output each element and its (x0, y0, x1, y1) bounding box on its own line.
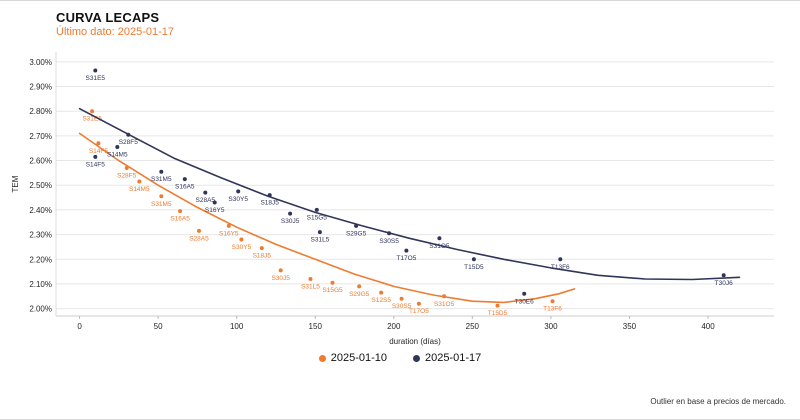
legend-label-2025-01-17: 2025-01-17 (425, 352, 482, 364)
svg-text:S30J5: S30J5 (281, 218, 300, 225)
svg-text:S12S5: S12S5 (371, 297, 391, 304)
svg-text:2.10%: 2.10% (29, 280, 52, 289)
svg-text:S28A5: S28A5 (196, 197, 216, 204)
outlier-footnote: Outlier en base a precios de mercado. (650, 397, 786, 406)
svg-text:T30E6: T30E6 (515, 298, 535, 305)
svg-text:S29G5: S29G5 (346, 230, 367, 237)
svg-text:S29G5: S29G5 (349, 291, 370, 298)
legend-label-2025-01-10: 2025-01-10 (330, 352, 387, 364)
svg-text:S30S5: S30S5 (392, 303, 412, 310)
svg-text:S31E5: S31E5 (82, 116, 102, 123)
svg-text:S14F5: S14F5 (86, 161, 106, 168)
svg-text:S31L5: S31L5 (311, 237, 330, 244)
svg-text:3.00%: 3.00% (29, 58, 52, 67)
svg-text:T15D5: T15D5 (464, 264, 484, 271)
svg-text:2.30%: 2.30% (29, 231, 52, 240)
svg-text:2.70%: 2.70% (29, 132, 52, 141)
svg-text:S16A5: S16A5 (175, 184, 195, 191)
svg-text:S30S5: S30S5 (379, 238, 399, 245)
svg-text:2.50%: 2.50% (29, 181, 52, 190)
svg-text:S31O5: S31O5 (434, 301, 455, 308)
svg-text:T17O5: T17O5 (396, 255, 416, 262)
svg-text:2.80%: 2.80% (29, 107, 52, 116)
svg-text:S28F5: S28F5 (117, 173, 137, 180)
svg-text:S16Y5: S16Y5 (205, 207, 225, 214)
page-title: CURVA LECAPS (56, 10, 160, 25)
legend-marker-navy-icon (413, 354, 420, 362)
svg-text:S18J5: S18J5 (253, 253, 272, 260)
svg-text:S31M5: S31M5 (151, 201, 172, 208)
svg-text:T17O5: T17O5 (409, 308, 429, 315)
svg-text:S31L5: S31L5 (301, 284, 320, 291)
svg-text:50: 50 (154, 322, 163, 331)
svg-text:400: 400 (701, 322, 715, 331)
svg-text:250: 250 (466, 322, 480, 331)
svg-text:S31O5: S31O5 (429, 243, 450, 250)
svg-text:S30J5: S30J5 (271, 275, 290, 282)
svg-text:100: 100 (230, 322, 244, 331)
svg-text:S16Y5: S16Y5 (219, 230, 239, 237)
svg-text:2.60%: 2.60% (29, 157, 52, 166)
svg-text:S14M5: S14M5 (107, 152, 128, 159)
chart-subtitle: Último dato: 2025-01-17 (56, 26, 175, 38)
svg-text:S30Y5: S30Y5 (232, 244, 252, 251)
svg-text:S14M5: S14M5 (129, 186, 150, 193)
legend-marker-orange-icon (318, 354, 326, 362)
svg-text:S15G5: S15G5 (307, 214, 328, 221)
svg-text:T13F6: T13F6 (551, 264, 570, 271)
svg-text:TEM: TEM (11, 175, 20, 192)
lecaps-curve-chart: 2.00% 2.10% 2.20% 2.30% 2.40% 2.50% 2.60% 2.70%… (11, 52, 774, 346)
svg-text:350: 350 (623, 322, 637, 331)
legend-item-2025-01-17: 2025-01-17 (413, 352, 481, 364)
svg-text:T30J6: T30J6 (715, 280, 733, 287)
svg-text:S31M5: S31M5 (151, 176, 172, 183)
chart-header: CURVA LECAPS Último dato: 2025-01-17 (0, 10, 800, 38)
legend-item-2025-01-10: 2025-01-10 (318, 352, 387, 364)
svg-text:200: 200 (387, 322, 401, 331)
svg-text:S14F5: S14F5 (89, 148, 109, 155)
svg-text:2.90%: 2.90% (29, 83, 52, 92)
svg-text:2.40%: 2.40% (29, 206, 52, 215)
svg-text:S16A5: S16A5 (170, 216, 190, 223)
svg-text:S28F5: S28F5 (119, 139, 139, 146)
svg-text:duration (días): duration (días) (389, 337, 441, 346)
svg-text:S31E5: S31E5 (86, 75, 106, 82)
svg-text:S18J5: S18J5 (260, 200, 279, 207)
chart-legend: 2025-01-10 2025-01-17 (0, 352, 800, 364)
svg-text:2.00%: 2.00% (29, 305, 52, 314)
svg-text:0: 0 (77, 322, 82, 331)
svg-text:S30Y5: S30Y5 (228, 196, 248, 203)
svg-text:T15D5: T15D5 (488, 310, 508, 317)
svg-text:2.20%: 2.20% (29, 255, 52, 264)
svg-text:S15G5: S15G5 (322, 287, 343, 294)
svg-text:S28A5: S28A5 (189, 235, 209, 242)
svg-text:T13F6: T13F6 (543, 306, 562, 313)
svg-text:150: 150 (309, 322, 323, 331)
svg-text:300: 300 (544, 322, 558, 331)
